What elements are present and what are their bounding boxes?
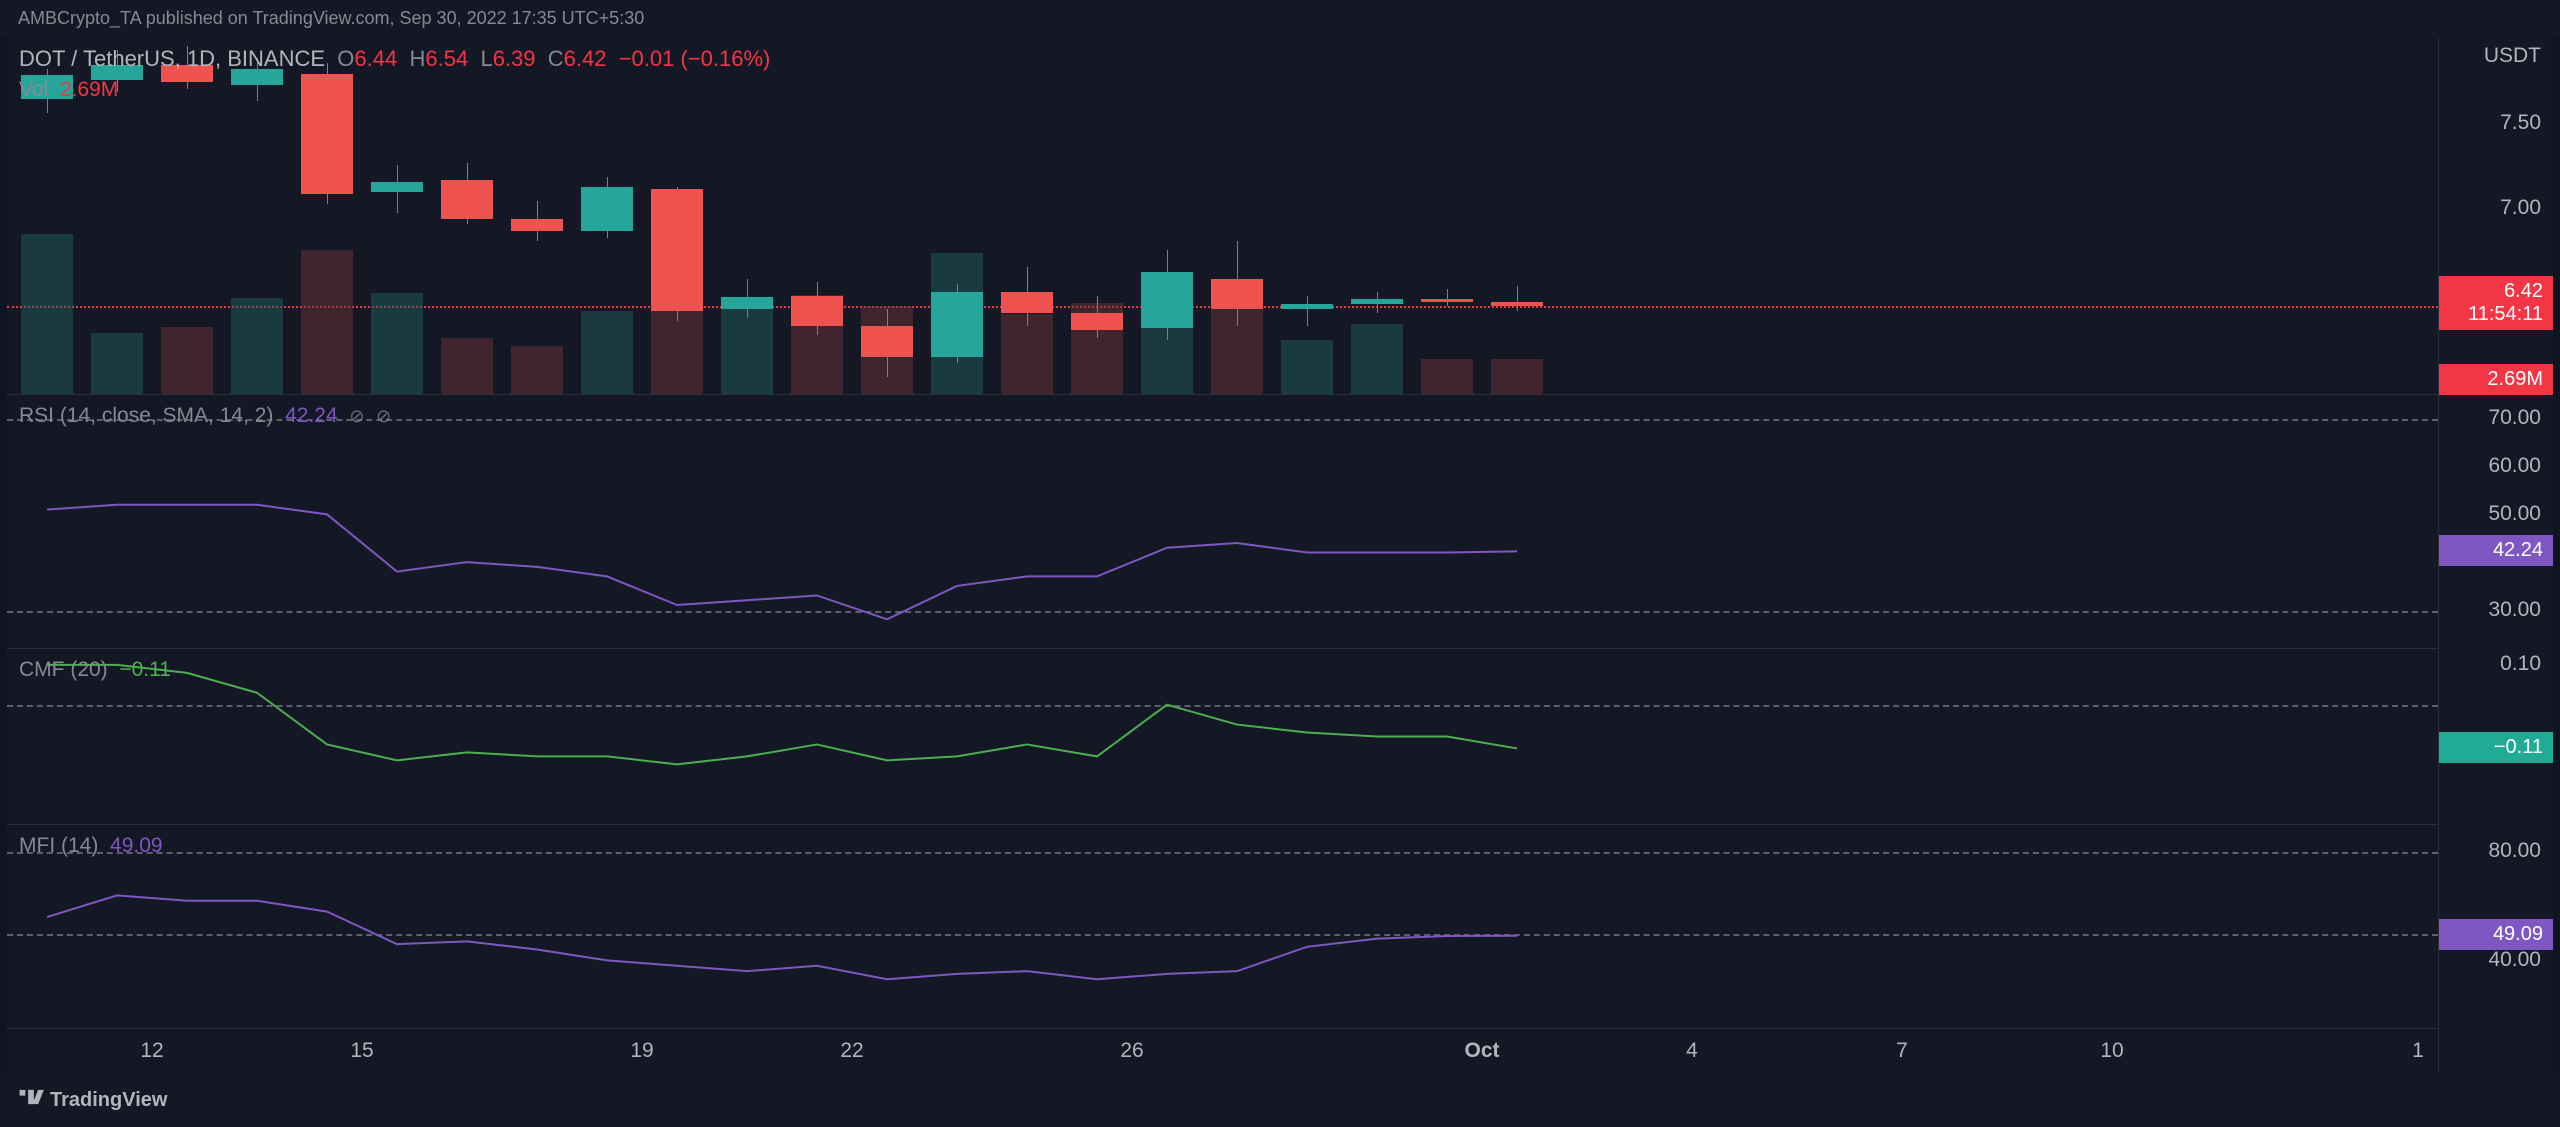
volume-bar xyxy=(371,293,423,394)
time-tick: Oct xyxy=(1464,1039,1499,1063)
candle-body xyxy=(1351,299,1403,304)
price-tick: 7.50 xyxy=(2500,111,2541,135)
price-tick: 7.00 xyxy=(2500,196,2541,220)
candle-body xyxy=(371,182,423,192)
indicator-line xyxy=(7,395,2438,648)
candle-body xyxy=(1421,299,1473,302)
symbol-label: DOT / TetherUS, 1D, BINANCE xyxy=(19,46,325,71)
time-tick: 15 xyxy=(350,1039,373,1063)
axis-tick: 80.00 xyxy=(2488,839,2541,863)
price-legend: DOT / TetherUS, 1D, BINANCE O6.44 H6.54 … xyxy=(19,44,770,104)
candle-body xyxy=(1211,279,1263,310)
price-axis[interactable]: USDT 7.50 7.00 6.4211:54:11 2.69M 70.00 60.00… xyxy=(2438,38,2553,1073)
price-panel[interactable]: DOT / TetherUS, 1D, BINANCE O6.44 H6.54 … xyxy=(7,38,2438,394)
candle-body xyxy=(1001,292,1053,312)
eye-off-icon: ⊘ xyxy=(349,404,364,429)
time-tick: 19 xyxy=(630,1039,653,1063)
candle-body xyxy=(1281,304,1333,309)
mfi-panel[interactable]: MFI (14) 49.09 xyxy=(7,824,2438,1028)
mfi-legend: MFI (14) 49.09 xyxy=(19,831,163,860)
time-tick: 26 xyxy=(1120,1039,1143,1063)
axis-tick: 50.00 xyxy=(2488,502,2541,526)
indicator-flag: 49.09 xyxy=(2439,919,2553,950)
volume-name: Vol xyxy=(19,78,48,101)
footer-brand: TradingView xyxy=(50,1089,167,1112)
volume-bar xyxy=(1421,359,1473,394)
axis-unit: USDT xyxy=(2484,44,2541,68)
time-axis[interactable]: 12 15 19 22 26 Oct 4 7 10 1 xyxy=(7,1028,2438,1073)
axis-tick: 60.00 xyxy=(2488,454,2541,478)
candle-body xyxy=(651,189,703,311)
rsi-legend: RSI (14, close, SMA, 14, 2) 42.24 ⊘ ⊘ xyxy=(19,401,391,430)
volume-bar xyxy=(21,234,73,394)
publish-header: AMBCrypto_TA published on TradingView.co… xyxy=(0,0,2560,38)
indicator-flag: −0.11 xyxy=(2439,732,2553,763)
price-change: −0.01 (−0.16%) xyxy=(619,46,771,71)
eye-off-icon: ⊘ xyxy=(376,404,391,429)
rsi-panel[interactable]: RSI (14, close, SMA, 14, 2) 42.24 ⊘ ⊘ xyxy=(7,394,2438,648)
candle-body xyxy=(1491,302,1543,305)
volume-bar xyxy=(231,298,283,394)
time-tick: 12 xyxy=(140,1039,163,1063)
candle-body xyxy=(791,296,843,327)
publish-text: AMBCrypto_TA published on TradingView.co… xyxy=(18,8,644,28)
volume-bar xyxy=(161,327,213,394)
time-tick: 7 xyxy=(1896,1039,1908,1063)
candle-wick xyxy=(1517,286,1518,311)
cmf-legend: CMF (20) −0.11 xyxy=(19,655,171,684)
volume-bar xyxy=(1491,359,1543,394)
chart-area[interactable]: DOT / TetherUS, 1D, BINANCE O6.44 H6.54 … xyxy=(7,38,2553,1073)
volume-bar xyxy=(301,250,353,394)
candle-body xyxy=(721,297,773,309)
candle-body xyxy=(1071,313,1123,330)
last-price-flag: 6.4211:54:11 xyxy=(2439,276,2553,330)
volume-bar xyxy=(441,338,493,394)
time-tick: 22 xyxy=(840,1039,863,1063)
last-volume-flag: 2.69M xyxy=(2439,364,2553,395)
axis-tick: 40.00 xyxy=(2488,948,2541,972)
candle-wick xyxy=(1447,289,1448,306)
candle-wick xyxy=(1307,296,1308,327)
indicator-line xyxy=(7,825,2438,1028)
volume-bar xyxy=(581,311,633,394)
axis-tick: 30.00 xyxy=(2488,598,2541,622)
volume-value: 2.69M xyxy=(60,78,118,101)
axis-tick: 70.00 xyxy=(2488,406,2541,430)
cmf-panel[interactable]: CMF (20) −0.11 xyxy=(7,648,2438,824)
candle-body xyxy=(441,180,493,219)
candle-body xyxy=(581,187,633,231)
volume-bar xyxy=(511,346,563,394)
axis-tick: 0.10 xyxy=(2500,652,2541,676)
candle-body xyxy=(1141,272,1193,328)
time-tick: 1 xyxy=(2412,1039,2424,1063)
candle-body xyxy=(511,219,563,231)
footer: TradingView xyxy=(0,1073,2560,1127)
tradingview-logo-icon xyxy=(18,1087,44,1113)
indicator-flag: 42.24 xyxy=(2439,535,2553,566)
volume-bar xyxy=(1351,324,1403,394)
time-tick: 4 xyxy=(1686,1039,1698,1063)
volume-bar xyxy=(91,333,143,394)
volume-bar xyxy=(1281,340,1333,394)
indicator-line xyxy=(7,649,2438,824)
candle-body xyxy=(861,326,913,357)
candle-body xyxy=(931,292,983,356)
time-tick: 10 xyxy=(2100,1039,2123,1063)
